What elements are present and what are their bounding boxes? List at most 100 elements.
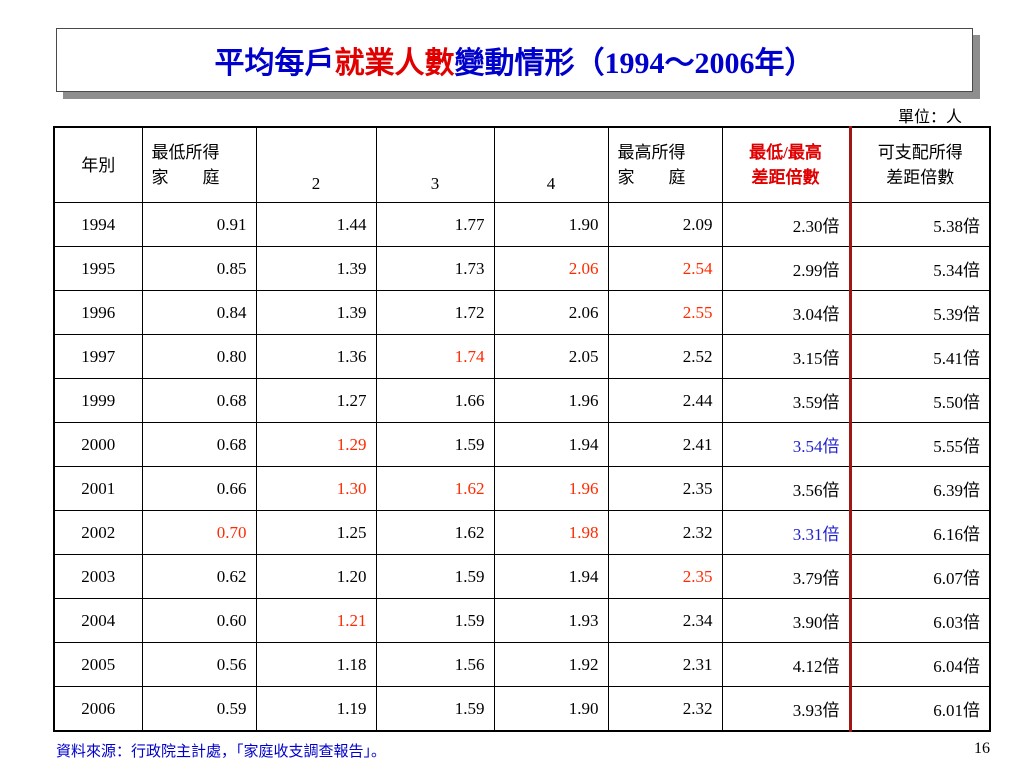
cell-q4: 2.05 [493, 334, 609, 379]
header-highest-income: 最高所得 家 庭 [607, 126, 723, 203]
table-row: 1995 0.85 1.39 1.73 2.06 2.54 2.99倍 5.34… [53, 246, 991, 291]
cell-ratio: 3.31倍 [721, 510, 852, 555]
cell-q2: 1.18 [255, 642, 377, 687]
cell-q2: 1.39 [255, 246, 377, 291]
header-row: 年別 最低所得 家 庭 2 3 4 最高所得 家 庭 最低/最高 差距倍數 [53, 126, 991, 203]
cell-q4: 1.94 [493, 554, 609, 599]
header-quintile-3: 3 [375, 126, 495, 203]
cell-q2: 1.27 [255, 378, 377, 423]
cell-year: 2001 [53, 466, 143, 511]
cell-q2: 1.19 [255, 686, 377, 732]
cell-disposable: 6.03倍 [849, 598, 991, 643]
cell-year: 1996 [53, 290, 143, 335]
title-part-2: 就業人數 [334, 47, 455, 80]
cell-year: 2002 [53, 510, 143, 555]
cell-ratio: 3.79倍 [721, 554, 852, 599]
cell-q3: 1.66 [375, 378, 495, 423]
page-number: 16 [974, 740, 990, 757]
table-row: 2001 0.66 1.30 1.62 1.96 2.35 3.56倍 6.39… [53, 466, 991, 511]
cell-lowest: 0.62 [141, 554, 257, 599]
cell-highest: 2.55 [607, 290, 723, 335]
cell-lowest: 0.60 [141, 598, 257, 643]
cell-lowest: 0.91 [141, 202, 257, 247]
cell-q4: 1.98 [493, 510, 609, 555]
title-part-1: 平均每戶 [214, 47, 335, 80]
cell-disposable: 6.01倍 [849, 686, 991, 732]
cell-disposable: 6.16倍 [849, 510, 991, 555]
table-row: 2002 0.70 1.25 1.62 1.98 2.32 3.31倍 6.16… [53, 510, 991, 555]
cell-highest: 2.41 [607, 422, 723, 467]
cell-q3: 1.62 [375, 510, 495, 555]
cell-year: 1997 [53, 334, 143, 379]
cell-ratio: 3.59倍 [721, 378, 852, 423]
table-row: 1994 0.91 1.44 1.77 1.90 2.09 2.30倍 5.38… [53, 202, 991, 247]
cell-year: 1994 [53, 202, 143, 247]
cell-q2: 1.39 [255, 290, 377, 335]
cell-q3: 1.59 [375, 554, 495, 599]
title-part-3: 變動情形（1994～2006年） [454, 47, 815, 80]
cell-q4: 1.94 [493, 422, 609, 467]
unit-label: 單位：人 [897, 109, 962, 126]
cell-q4: 2.06 [493, 290, 609, 335]
cell-highest: 2.32 [607, 686, 723, 732]
cell-q3: 1.59 [375, 686, 495, 732]
cell-lowest: 0.56 [141, 642, 257, 687]
cell-lowest: 0.59 [141, 686, 257, 732]
source-note: 資料來源：行政院主計處，「家庭收支調查報告」。 [56, 744, 387, 760]
cell-q4: 1.96 [493, 466, 609, 511]
cell-disposable: 5.41倍 [849, 334, 991, 379]
cell-q2: 1.30 [255, 466, 377, 511]
header-low-high-ratio: 最低/最高 差距倍數 [721, 126, 852, 203]
cell-year: 2005 [53, 642, 143, 687]
cell-q4: 1.92 [493, 642, 609, 687]
header-quintile-2: 2 [255, 126, 377, 203]
cell-ratio: 3.54倍 [721, 422, 852, 467]
cell-highest: 2.09 [607, 202, 723, 247]
cell-year: 2006 [53, 686, 143, 732]
header-year: 年別 [53, 126, 143, 203]
header-lowest-income: 最低所得 家 庭 [141, 126, 257, 203]
cell-q3: 1.73 [375, 246, 495, 291]
cell-ratio: 3.15倍 [721, 334, 852, 379]
cell-ratio: 3.56倍 [721, 466, 852, 511]
cell-q4: 1.90 [493, 202, 609, 247]
employment-table: 年別 最低所得 家 庭 2 3 4 最高所得 家 庭 最低/最高 差距倍數 [53, 126, 991, 732]
cell-highest: 2.35 [607, 554, 723, 599]
cell-year: 1999 [53, 378, 143, 423]
cell-q3: 1.77 [375, 202, 495, 247]
table-row: 1996 0.84 1.39 1.72 2.06 2.55 3.04倍 5.39… [53, 290, 991, 335]
cell-disposable: 5.55倍 [849, 422, 991, 467]
cell-q2: 1.21 [255, 598, 377, 643]
table-row: 2004 0.60 1.21 1.59 1.93 2.34 3.90倍 6.03… [53, 598, 991, 643]
cell-ratio: 3.93倍 [721, 686, 852, 732]
cell-q3: 1.59 [375, 598, 495, 643]
header-disposable-ratio: 可支配所得 差距倍數 [849, 126, 991, 203]
cell-q2: 1.25 [255, 510, 377, 555]
table-row: 2005 0.56 1.18 1.56 1.92 2.31 4.12倍 6.04… [53, 642, 991, 687]
cell-ratio: 3.90倍 [721, 598, 852, 643]
table-row: 1997 0.80 1.36 1.74 2.05 2.52 3.15倍 5.41… [53, 334, 991, 379]
cell-q3: 1.56 [375, 642, 495, 687]
cell-q4: 2.06 [493, 246, 609, 291]
cell-q4: 1.90 [493, 686, 609, 732]
cell-disposable: 6.04倍 [849, 642, 991, 687]
cell-lowest: 0.66 [141, 466, 257, 511]
cell-ratio: 2.30倍 [721, 202, 852, 247]
cell-disposable: 6.39倍 [849, 466, 991, 511]
cell-highest: 2.35 [607, 466, 723, 511]
cell-highest: 2.54 [607, 246, 723, 291]
header-quintile-4: 4 [493, 126, 609, 203]
cell-q2: 1.29 [255, 422, 377, 467]
cell-disposable: 5.39倍 [849, 290, 991, 335]
cell-year: 2003 [53, 554, 143, 599]
cell-q3: 1.59 [375, 422, 495, 467]
cell-year: 1995 [53, 246, 143, 291]
cell-q3: 1.72 [375, 290, 495, 335]
table-row: 1999 0.68 1.27 1.66 1.96 2.44 3.59倍 5.50… [53, 378, 991, 423]
cell-highest: 2.31 [607, 642, 723, 687]
cell-q3: 1.74 [375, 334, 495, 379]
table-row: 2000 0.68 1.29 1.59 1.94 2.41 3.54倍 5.55… [53, 422, 991, 467]
slide-title: 平均每戶 就業人數 變動情形（1994～2006年） [56, 28, 973, 92]
cell-lowest: 0.70 [141, 510, 257, 555]
cell-q4: 1.96 [493, 378, 609, 423]
